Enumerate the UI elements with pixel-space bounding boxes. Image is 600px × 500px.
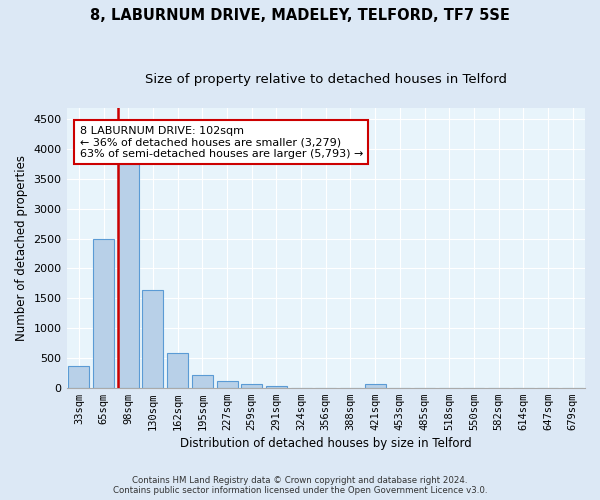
Text: 8 LABURNUM DRIVE: 102sqm
← 36% of detached houses are smaller (3,279)
63% of sem: 8 LABURNUM DRIVE: 102sqm ← 36% of detach… [80, 126, 363, 159]
Bar [241, 384, 262, 388]
Bar [68, 366, 89, 388]
X-axis label: Distribution of detached houses by size in Telford: Distribution of detached houses by size … [180, 437, 472, 450]
Bar [266, 386, 287, 388]
Y-axis label: Number of detached properties: Number of detached properties [15, 154, 28, 340]
Bar [365, 384, 386, 388]
Bar [142, 290, 163, 388]
Bar [118, 164, 139, 388]
Text: Contains HM Land Registry data © Crown copyright and database right 2024.
Contai: Contains HM Land Registry data © Crown c… [113, 476, 487, 495]
Text: 8, LABURNUM DRIVE, MADELEY, TELFORD, TF7 5SE: 8, LABURNUM DRIVE, MADELEY, TELFORD, TF7… [90, 8, 510, 22]
Bar [217, 382, 238, 388]
Bar [93, 238, 114, 388]
Bar [167, 352, 188, 388]
Bar [192, 374, 213, 388]
Title: Size of property relative to detached houses in Telford: Size of property relative to detached ho… [145, 72, 507, 86]
